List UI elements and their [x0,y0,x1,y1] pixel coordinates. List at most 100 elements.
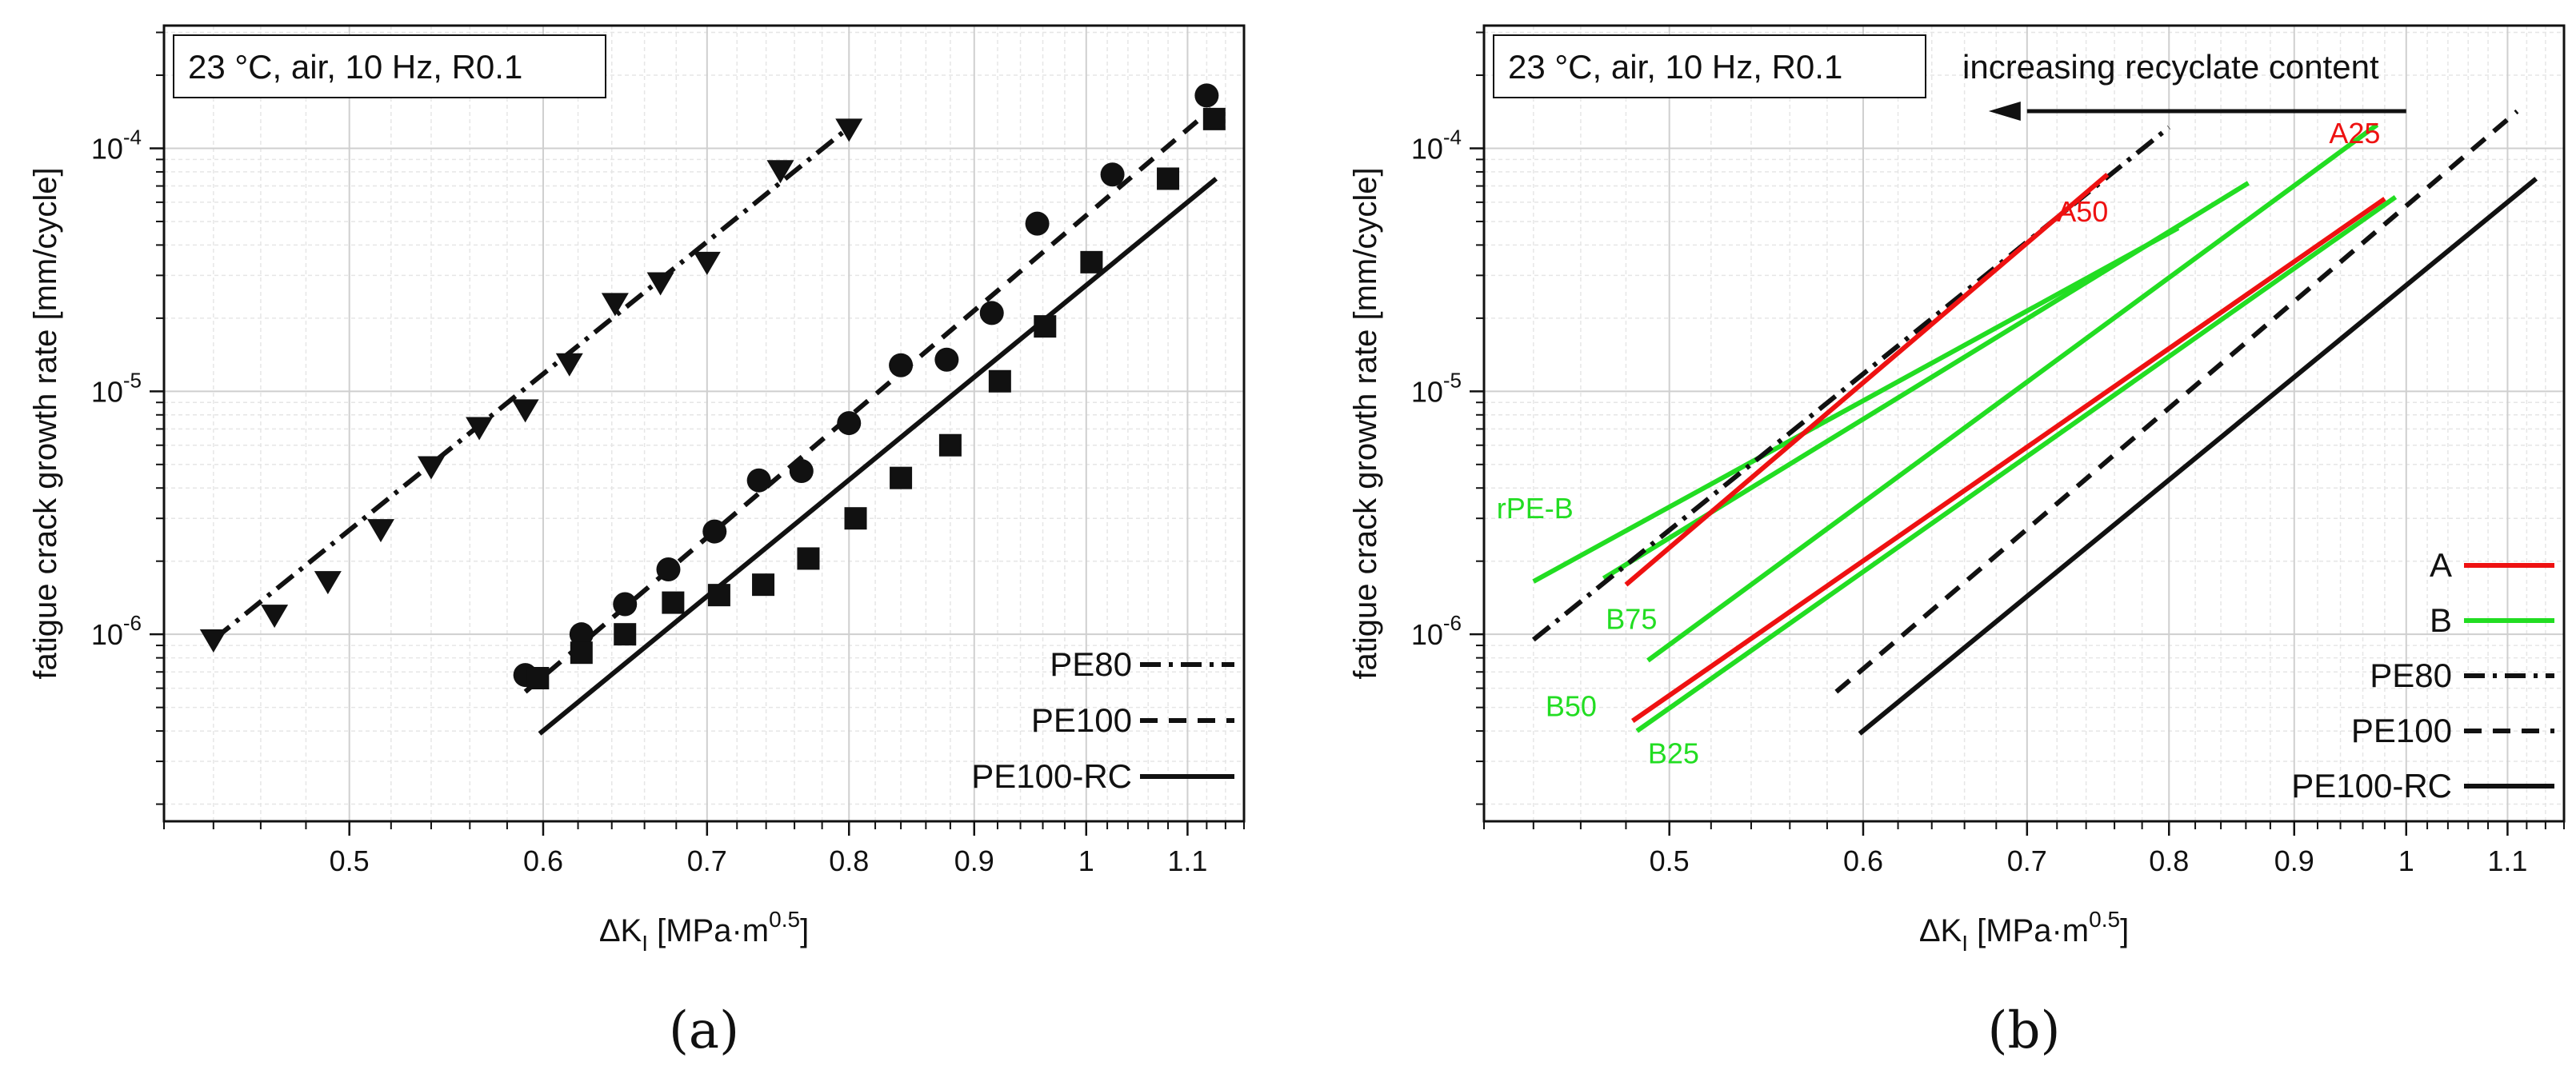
legend-label-pe100-rc: PE100-RC [2291,767,2452,804]
data-point-pe100 [746,468,771,493]
x-tick-label: 0.8 [2149,844,2189,877]
y-tick-label: 10-4 [1411,125,1462,165]
arrow-head [1988,102,2021,121]
x-axis-label-xlabel-unit: [MPa·m [648,913,769,948]
condition-text: 23 °C, air, 10 Hz, R0.1 [188,48,522,86]
fit-line-pe100 [523,107,1214,694]
legend-label-pe100: PE100 [1031,701,1132,739]
condition-box: 23 °C, air, 10 Hz, R0.1 [173,34,606,98]
data-point-pe80 [601,293,629,317]
data-point-pe80 [261,605,289,629]
series-line-b50 [1646,122,2379,663]
x-tick-label: 0.9 [2274,844,2314,877]
x-tick-label: 0.5 [330,844,370,877]
series-line-pe100 [1834,109,2519,694]
condition-box-frame [1493,34,1926,98]
data-point-pe100 [1100,162,1125,187]
data-point-pe100-rc [1034,315,1057,338]
x-tick-label: 0.6 [1843,844,1883,877]
data-point-pe100 [656,557,681,581]
x-axis-label: ΔKI [MPa·m0.5] [1919,907,2129,956]
x-tick-label: 0.7 [687,844,727,877]
legend-label-a: A [2430,546,2452,584]
recyclate-arrow: increasing recyclate content [1962,48,2406,121]
legend-label-b: B [2430,601,2452,639]
data-point-pe80 [366,519,394,543]
plot-frame [162,24,1246,823]
x-tick-label: 0.9 [954,844,994,877]
series-line-a25 [1631,197,2386,723]
data-point-pe100-rc [797,547,820,570]
annotation-b50: B50 [1546,690,1597,723]
fit-line-pe100-rc [538,177,1218,736]
y-tick-label: 10-5 [91,368,142,408]
x-axis: 0.5 0.6 0.7 0.8 0.9 1 1.1 [163,821,1245,877]
data-point-pe80 [766,160,794,184]
data-point-pe80 [466,417,494,441]
x-tick-label: 1.1 [2487,844,2527,877]
legend-label-pe80: PE80 [1050,645,1132,683]
data-point-pe100 [789,458,814,483]
y-axis-label: fatigue crack growth rate [mm/cycle] [28,167,63,679]
plot-frame [1482,24,2566,823]
x-axis-label-xlabel-sub: I [1962,931,1968,956]
x-axis-label-xlabel: ΔK [1919,913,1962,948]
x-tick-label: 0.5 [1650,844,1690,877]
y-tick-base: 10 [91,375,123,408]
data-layer [1531,109,2538,736]
x-axis-label-xlabel-sup: 0.5 [769,907,800,932]
data-point-pe100-rc [707,584,730,607]
x-axis-label-xlabel-end: ] [800,913,809,948]
data-point-pe100-rc [1080,250,1103,273]
annotations: A50 A25 rPE-B B75 B50 B25 [1497,117,2381,769]
chart-panel-a: 0.5 0.6 0.7 0.8 0.9 1 1.1 10 -6 10-5 10-4 ΔKI [MPa·… [28,24,1246,1060]
condition-box-frame [173,34,606,98]
y-tick-label: 10-4 [91,125,142,165]
data-point-pe100-rc [614,623,637,646]
panel-label-text: (a) [669,1001,739,1060]
data-point-pe100 [1194,83,1219,108]
x-tick-label: 1.1 [1167,844,1207,877]
legend: AB PE80 PE100 PE100-RC [2291,546,2554,804]
series-line-rpe-b [1532,226,2180,584]
y-tick-exponent: -6 [1443,611,1462,635]
legend: PE80 PE100 PE100-RC [971,645,1234,795]
y-tick-label: 10-6 [1411,611,1462,651]
data-point-pe80 [693,251,721,275]
data-point-pe80 [199,629,227,653]
data-point-pe100 [569,622,594,647]
data-point-pe100 [1025,211,1050,236]
y-tick-base: 10 [1411,618,1443,651]
annotation-a50: A50 [2057,195,2108,228]
x-tick-label: 0.7 [2007,844,2047,877]
data-point-pe80 [555,353,583,377]
annotation-rpe-b: rPE-B [1497,492,1574,525]
data-point-pe100-rc [662,591,685,614]
legend-label-pe100: PE100 [2351,712,2452,749]
data-point-pe100-rc [1157,167,1180,190]
data-point-pe100 [613,592,638,617]
condition-box: 23 °C, air, 10 Hz, R0.1 [1493,34,1926,98]
data-point-pe100-rc [752,573,775,597]
y-axis: 10-610-510-4 [1411,31,1484,805]
x-axis-label-xlabel-unit: [MPa·m [1968,913,2089,948]
data-point-pe100 [934,347,959,372]
data-point-pe100-rc [988,369,1011,393]
series-line-b25 [1635,195,2398,733]
data-point-pe80 [646,272,674,296]
arrow-label: increasing recyclate content [1962,48,2379,86]
data-layer [199,83,1226,736]
series-line-a50 [1624,172,2110,587]
data-point-pe100 [889,353,914,377]
annotation-b75: B75 [1606,603,1657,636]
panel-label: (b) [1988,1001,2061,1060]
y-tick-exponent: -6 [123,611,142,635]
data-point-pe100-rc [526,667,550,690]
y-tick-exponent: -4 [1443,125,1462,149]
data-point-pe80 [314,571,342,595]
series-line-pe100-rc [1858,177,2538,736]
data-point-pe80 [835,118,863,142]
x-axis-label: ΔKI [MPa·m0.5] [599,907,809,956]
series-line-pe80 [1531,125,2171,642]
y-tick-exponent: -4 [123,125,142,149]
